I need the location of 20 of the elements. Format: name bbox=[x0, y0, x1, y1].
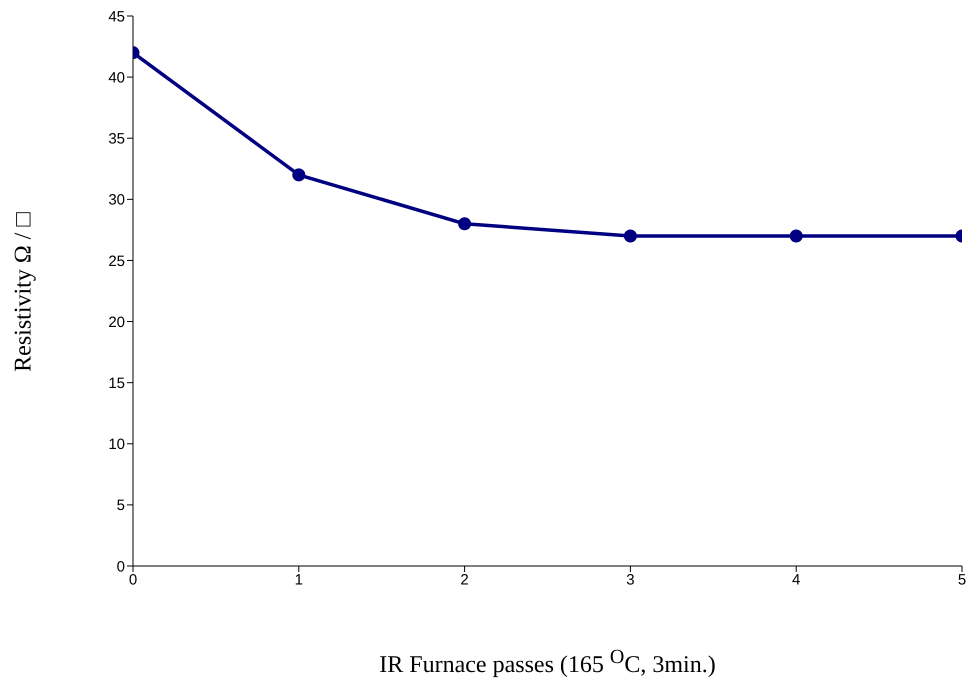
y-tick-label: 0 bbox=[116, 558, 125, 576]
y-tick-label: 10 bbox=[108, 436, 125, 454]
y-tick-label: 25 bbox=[108, 252, 125, 270]
y-tick-label: 45 bbox=[108, 8, 125, 26]
x-tick-label: 2 bbox=[460, 572, 469, 589]
y-tick-label: 5 bbox=[116, 497, 125, 514]
x-axis-title: IR Furnace passes (165 $^{O}$C, 3min.) bbox=[378, 646, 717, 679]
point bbox=[624, 230, 637, 242]
x-tick-label: 4 bbox=[792, 572, 800, 589]
y-tick-label: 15 bbox=[108, 374, 125, 392]
y-tick-label: 35 bbox=[108, 130, 125, 148]
point bbox=[458, 217, 472, 230]
y-tick-label: 40 bbox=[108, 69, 125, 86]
y-axis-title: Resistivity Ω / □ bbox=[10, 212, 38, 372]
y-tick-label: 20 bbox=[108, 314, 125, 331]
x-tick-label: 3 bbox=[626, 572, 635, 589]
x-tick-label: 5 bbox=[958, 572, 966, 589]
x-tick-label: 0 bbox=[128, 572, 138, 589]
x-tick-label: 1 bbox=[294, 572, 303, 589]
y-tick-label: 30 bbox=[108, 192, 125, 209]
